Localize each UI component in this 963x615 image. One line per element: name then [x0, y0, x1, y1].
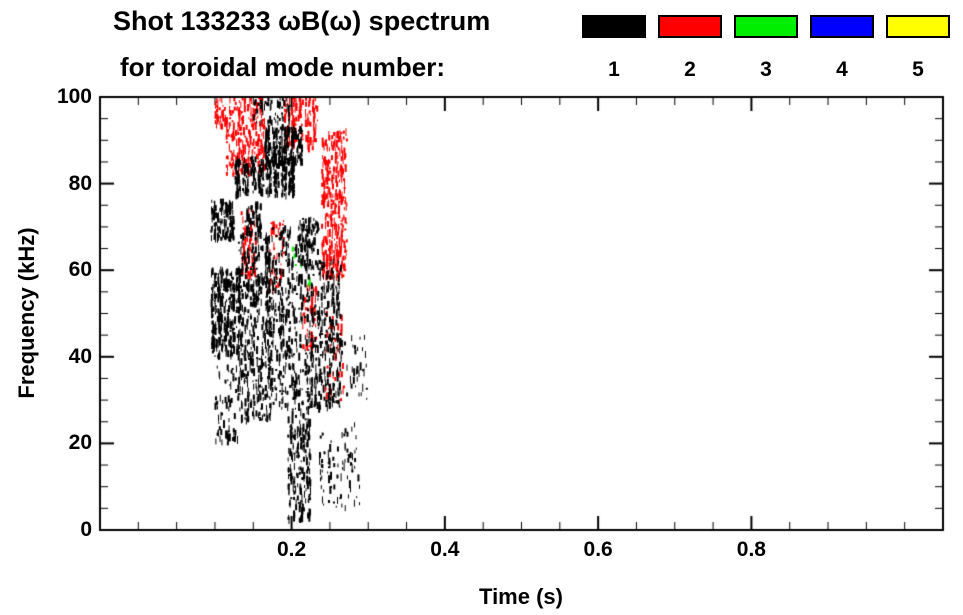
y-axis-label: Frequency (kHz) [14, 227, 39, 399]
y-tick-label: 60 [68, 258, 92, 282]
y-tick-label: 20 [68, 431, 92, 455]
x-tick-label: 0.2 [276, 538, 307, 561]
y-tick-label: 0 [80, 518, 92, 541]
y-tick-label: 80 [68, 171, 92, 195]
x-axis-label: Time (s) [479, 584, 563, 609]
x-tick-label: 0.4 [430, 538, 460, 561]
x-tick-label: 0.8 [736, 538, 766, 561]
y-tick-label: 100 [56, 85, 92, 108]
y-tick-label: 40 [68, 344, 92, 368]
x-tick-label: 0.6 [583, 538, 613, 561]
